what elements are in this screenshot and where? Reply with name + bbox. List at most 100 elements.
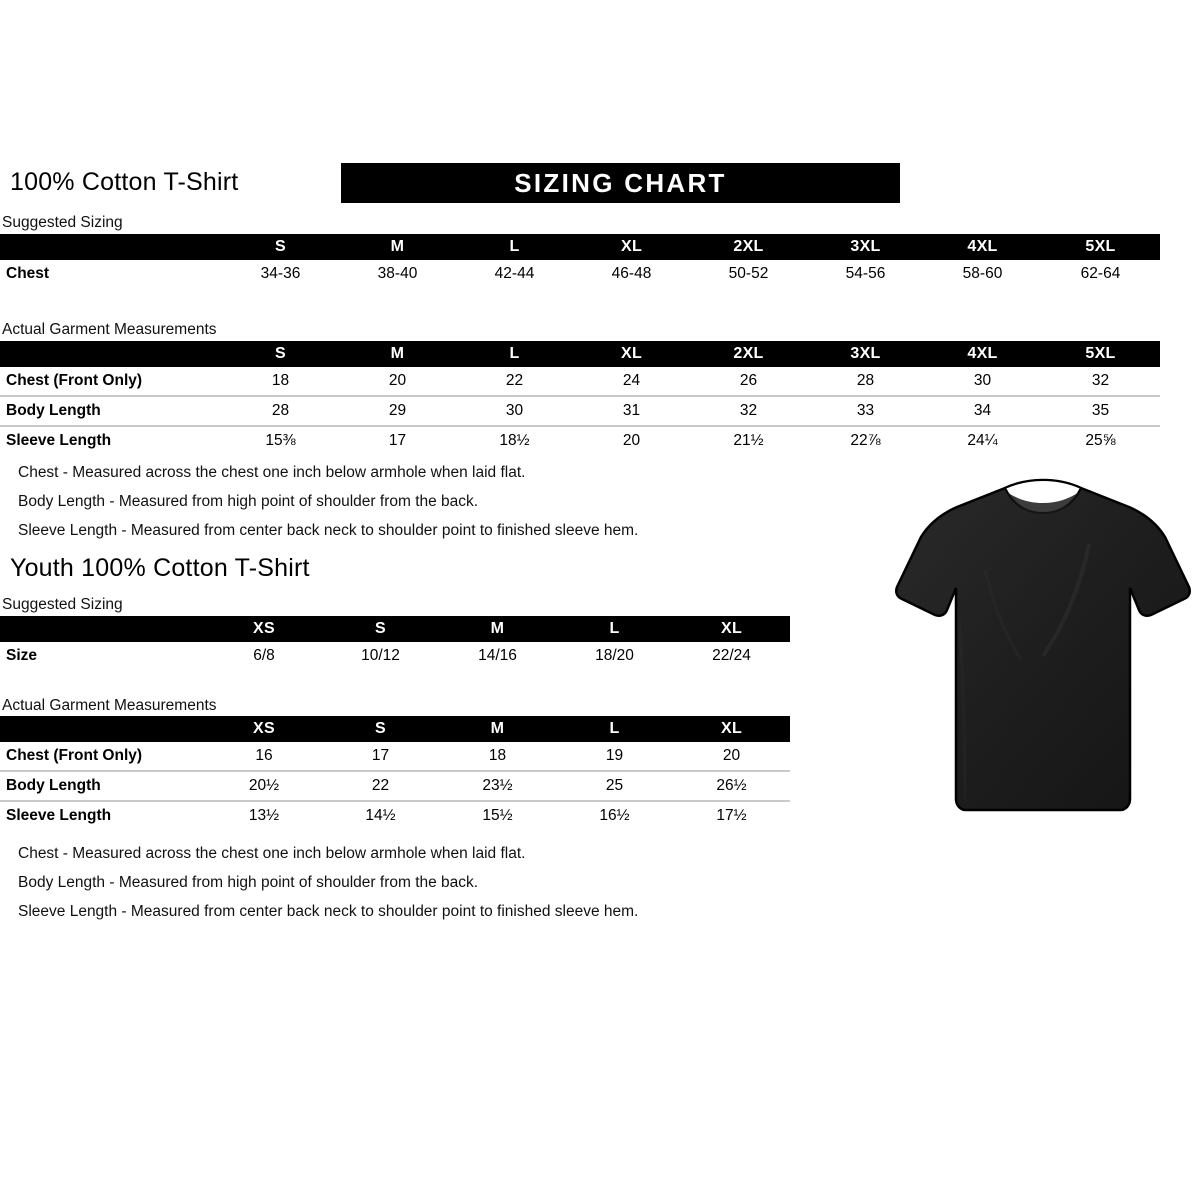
column-header-l: L <box>456 234 573 260</box>
column-header-xl: XL <box>573 234 690 260</box>
column-header-l: L <box>456 341 573 367</box>
adult-suggested-sizing-label: Suggested Sizing <box>2 214 123 231</box>
cell-chestfront-s: 17 <box>322 742 439 771</box>
cell-bodylength-s: 28 <box>222 395 339 426</box>
table-row: Size 6/8 10/12 14/16 18/20 22/24 <box>0 642 790 670</box>
column-header-s: S <box>322 716 439 742</box>
column-header-xs: XS <box>206 616 322 642</box>
cell-size-s: 10/12 <box>322 642 439 670</box>
row-label-sleeve-length: Sleeve Length <box>0 800 206 830</box>
table-row: Chest (Front Only) 16 17 18 19 20 <box>0 742 790 771</box>
column-header-xl: XL <box>673 716 790 742</box>
row-label-chest: Chest <box>0 260 222 288</box>
column-header-4xl: 4XL <box>924 341 1041 367</box>
column-header-2xl: 2XL <box>690 341 807 367</box>
table-header-row: S M L XL 2XL 3XL 4XL 5XL <box>0 341 1160 367</box>
sizing-chart-banner-label: SIZING CHART <box>514 168 727 198</box>
table-header-row: XS S M L XL <box>0 616 790 642</box>
column-header-rowlabel <box>0 716 206 742</box>
cell-size-m: 14/16 <box>439 642 556 670</box>
cell-bodylength-l: 30 <box>456 395 573 426</box>
cell-sleevelength-xs: 13½ <box>206 800 322 830</box>
cell-chestfront-xl: 24 <box>573 367 690 396</box>
cell-sleevelength-xl: 20 <box>573 425 690 455</box>
cell-chest-4xl: 58-60 <box>924 260 1041 288</box>
column-header-m: M <box>339 234 456 260</box>
adult-note-body-length: Body Length - Measured from high point o… <box>18 493 479 510</box>
cell-chestfront-xs: 16 <box>206 742 322 771</box>
cell-chestfront-m: 20 <box>339 367 456 396</box>
table-row: Chest 34-36 38-40 42-44 46-48 50-52 54-5… <box>0 260 1160 288</box>
cell-bodylength-5xl: 35 <box>1041 395 1160 426</box>
cell-bodylength-l: 25 <box>556 770 673 801</box>
table-header-row: XS S M L XL <box>0 716 790 742</box>
row-label-body-length: Body Length <box>0 770 206 801</box>
cell-sleevelength-4xl: 24¼ <box>924 425 1041 455</box>
cell-chest-2xl: 50-52 <box>690 260 807 288</box>
cell-bodylength-4xl: 34 <box>924 395 1041 426</box>
cell-chestfront-m: 18 <box>439 742 556 771</box>
cell-sleevelength-l: 18½ <box>456 425 573 455</box>
column-header-l: L <box>556 616 673 642</box>
cell-chestfront-5xl: 32 <box>1041 367 1160 396</box>
cell-chest-s: 34-36 <box>222 260 339 288</box>
cell-size-l: 18/20 <box>556 642 673 670</box>
cell-sleevelength-m: 15½ <box>439 800 556 830</box>
adult-note-sleeve-length: Sleeve Length - Measured from center bac… <box>18 522 639 539</box>
table-row: Sleeve Length 13½ 14½ 15½ 16½ 17½ <box>0 800 790 830</box>
cell-chestfront-xl: 20 <box>673 742 790 771</box>
column-header-l: L <box>556 716 673 742</box>
youth-note-body-length: Body Length - Measured from high point o… <box>18 874 479 891</box>
row-label-chest-front-only: Chest (Front Only) <box>0 742 206 771</box>
column-header-xl: XL <box>673 616 790 642</box>
sizing-chart-banner: SIZING CHART <box>341 163 900 203</box>
row-label-chest-front-only: Chest (Front Only) <box>0 367 222 396</box>
cell-bodylength-s: 22 <box>322 770 439 801</box>
table-row: Body Length 28 29 30 31 32 33 34 35 <box>0 395 1160 426</box>
column-header-xl: XL <box>573 341 690 367</box>
cell-chest-l: 42-44 <box>456 260 573 288</box>
column-header-3xl: 3XL <box>807 234 924 260</box>
cell-bodylength-xs: 20½ <box>206 770 322 801</box>
column-header-s: S <box>322 616 439 642</box>
row-label-size: Size <box>0 642 206 670</box>
cell-sleevelength-2xl: 21½ <box>690 425 807 455</box>
cell-chestfront-s: 18 <box>222 367 339 396</box>
table-row: Sleeve Length 15⅜ 17 18½ 20 21½ 22⅞ 24¼ … <box>0 425 1160 455</box>
youth-note-chest: Chest - Measured across the chest one in… <box>18 845 526 862</box>
youth-actual-measurements-table: XS S M L XL Chest (Front Only) 16 17 18 … <box>0 716 790 830</box>
cell-bodylength-m: 29 <box>339 395 456 426</box>
column-header-2xl: 2XL <box>690 234 807 260</box>
youth-suggested-sizing-label: Suggested Sizing <box>2 596 123 613</box>
cell-bodylength-2xl: 32 <box>690 395 807 426</box>
adult-suggested-sizing-table: S M L XL 2XL 3XL 4XL 5XL Chest 34-36 38-… <box>0 234 1160 288</box>
youth-note-sleeve-length: Sleeve Length - Measured from center bac… <box>18 903 639 920</box>
column-header-xs: XS <box>206 716 322 742</box>
cell-sleevelength-m: 17 <box>339 425 456 455</box>
cell-chest-3xl: 54-56 <box>807 260 924 288</box>
cell-bodylength-3xl: 33 <box>807 395 924 426</box>
cell-chestfront-2xl: 26 <box>690 367 807 396</box>
column-header-rowlabel <box>0 341 222 367</box>
cell-size-xl: 22/24 <box>673 642 790 670</box>
column-header-m: M <box>339 341 456 367</box>
adult-section-title: 100% Cotton T-Shirt <box>10 168 239 196</box>
youth-suggested-sizing-table: XS S M L XL Size 6/8 10/12 14/16 18/20 2… <box>0 616 790 670</box>
column-header-4xl: 4XL <box>924 234 1041 260</box>
cell-chestfront-4xl: 30 <box>924 367 1041 396</box>
youth-actual-measurements-label: Actual Garment Measurements <box>2 697 217 714</box>
cell-chest-m: 38-40 <box>339 260 456 288</box>
table-header-row: S M L XL 2XL 3XL 4XL 5XL <box>0 234 1160 260</box>
row-label-body-length: Body Length <box>0 395 222 426</box>
black-tshirt-photo <box>893 474 1193 819</box>
column-header-s: S <box>222 234 339 260</box>
column-header-5xl: 5XL <box>1041 234 1160 260</box>
column-header-3xl: 3XL <box>807 341 924 367</box>
cell-sleevelength-5xl: 25⅝ <box>1041 425 1160 455</box>
cell-sleevelength-l: 16½ <box>556 800 673 830</box>
row-label-sleeve-length: Sleeve Length <box>0 425 222 455</box>
cell-chest-5xl: 62-64 <box>1041 260 1160 288</box>
adult-note-chest: Chest - Measured across the chest one in… <box>18 464 526 481</box>
table-row: Body Length 20½ 22 23½ 25 26½ <box>0 770 790 801</box>
table-row: Chest (Front Only) 18 20 22 24 26 28 30 … <box>0 367 1160 396</box>
